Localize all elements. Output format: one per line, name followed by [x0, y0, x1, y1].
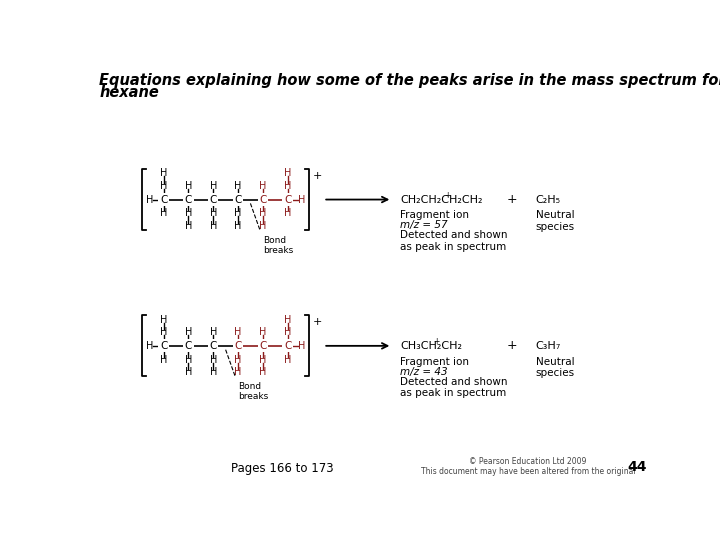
Text: C: C	[185, 341, 192, 351]
Text: +: +	[444, 191, 450, 200]
Text: H: H	[259, 367, 266, 377]
Text: H: H	[210, 367, 217, 377]
Text: H: H	[234, 367, 242, 377]
Text: H: H	[259, 208, 266, 218]
Text: H: H	[259, 327, 266, 337]
Text: H: H	[298, 341, 305, 351]
Text: H: H	[160, 168, 167, 178]
Text: Pages 166 to 173: Pages 166 to 173	[231, 462, 333, 475]
Text: H: H	[298, 194, 305, 205]
Text: H: H	[284, 327, 292, 337]
Text: C: C	[210, 194, 217, 205]
Text: H: H	[284, 208, 292, 218]
Text: H: H	[185, 181, 192, 191]
Text: CH₂CH₂CH₂CH₂: CH₂CH₂CH₂CH₂	[400, 194, 482, 205]
Text: +: +	[312, 317, 322, 327]
Text: H: H	[160, 208, 167, 218]
Text: H: H	[185, 367, 192, 377]
Text: H: H	[210, 208, 217, 218]
Text: +: +	[507, 193, 518, 206]
Text: C: C	[234, 341, 242, 351]
Text: H: H	[210, 181, 217, 191]
Text: © Pearson Education Ltd 2009
This document may have been altered from the origin: © Pearson Education Ltd 2009 This docume…	[420, 457, 635, 476]
Text: H: H	[160, 327, 167, 337]
Text: C: C	[160, 194, 167, 205]
Text: H: H	[284, 355, 292, 365]
Text: C₃H₇: C₃H₇	[536, 341, 561, 351]
Text: H: H	[185, 208, 192, 218]
Text: Bond
breaks: Bond breaks	[238, 382, 269, 401]
Text: Fragment ion: Fragment ion	[400, 211, 469, 220]
Text: C: C	[160, 341, 167, 351]
Text: Detected and shown
as peak in spectrum: Detected and shown as peak in spectrum	[400, 377, 508, 399]
Text: Fragment ion: Fragment ion	[400, 356, 469, 367]
Text: +: +	[433, 338, 439, 347]
Text: C: C	[259, 194, 266, 205]
Text: H: H	[259, 221, 266, 231]
Text: C: C	[185, 194, 192, 205]
Text: H: H	[160, 355, 167, 365]
Text: C: C	[234, 194, 242, 205]
Text: C: C	[284, 341, 292, 351]
Text: m/z = 43: m/z = 43	[400, 367, 448, 376]
Text: H: H	[160, 181, 167, 191]
Text: H: H	[234, 181, 242, 191]
Text: Equations explaining how some of the peaks arise in the mass spectrum for: Equations explaining how some of the pea…	[99, 72, 720, 87]
Text: H: H	[185, 221, 192, 231]
Text: m/z = 57: m/z = 57	[400, 220, 448, 231]
Text: H: H	[284, 181, 292, 191]
Text: C: C	[210, 341, 217, 351]
Text: H: H	[210, 327, 217, 337]
Text: H: H	[284, 314, 292, 325]
Text: 44: 44	[627, 460, 647, 474]
Text: H: H	[234, 221, 242, 231]
Text: CH₃CH₂CH₂: CH₃CH₂CH₂	[400, 341, 462, 351]
Text: H: H	[210, 355, 217, 365]
Text: H: H	[146, 194, 153, 205]
Text: H: H	[259, 355, 266, 365]
Text: H: H	[234, 327, 242, 337]
Text: Bond
breaks: Bond breaks	[263, 235, 293, 255]
Text: +: +	[507, 339, 518, 353]
Text: H: H	[146, 341, 153, 351]
Text: H: H	[185, 327, 192, 337]
Text: H: H	[234, 355, 242, 365]
Text: Detected and shown
as peak in spectrum: Detected and shown as peak in spectrum	[400, 231, 508, 252]
Text: C: C	[259, 341, 266, 351]
Text: H: H	[185, 355, 192, 365]
Text: H: H	[284, 168, 292, 178]
Text: C₂H₅: C₂H₅	[536, 194, 561, 205]
Text: hexane: hexane	[99, 85, 159, 100]
Text: H: H	[210, 221, 217, 231]
Text: H: H	[234, 208, 242, 218]
Text: Neutral
species: Neutral species	[536, 211, 575, 232]
Text: +: +	[312, 171, 322, 180]
Text: H: H	[160, 314, 167, 325]
Text: H: H	[259, 181, 266, 191]
Text: Neutral
species: Neutral species	[536, 356, 575, 378]
Text: C: C	[284, 194, 292, 205]
